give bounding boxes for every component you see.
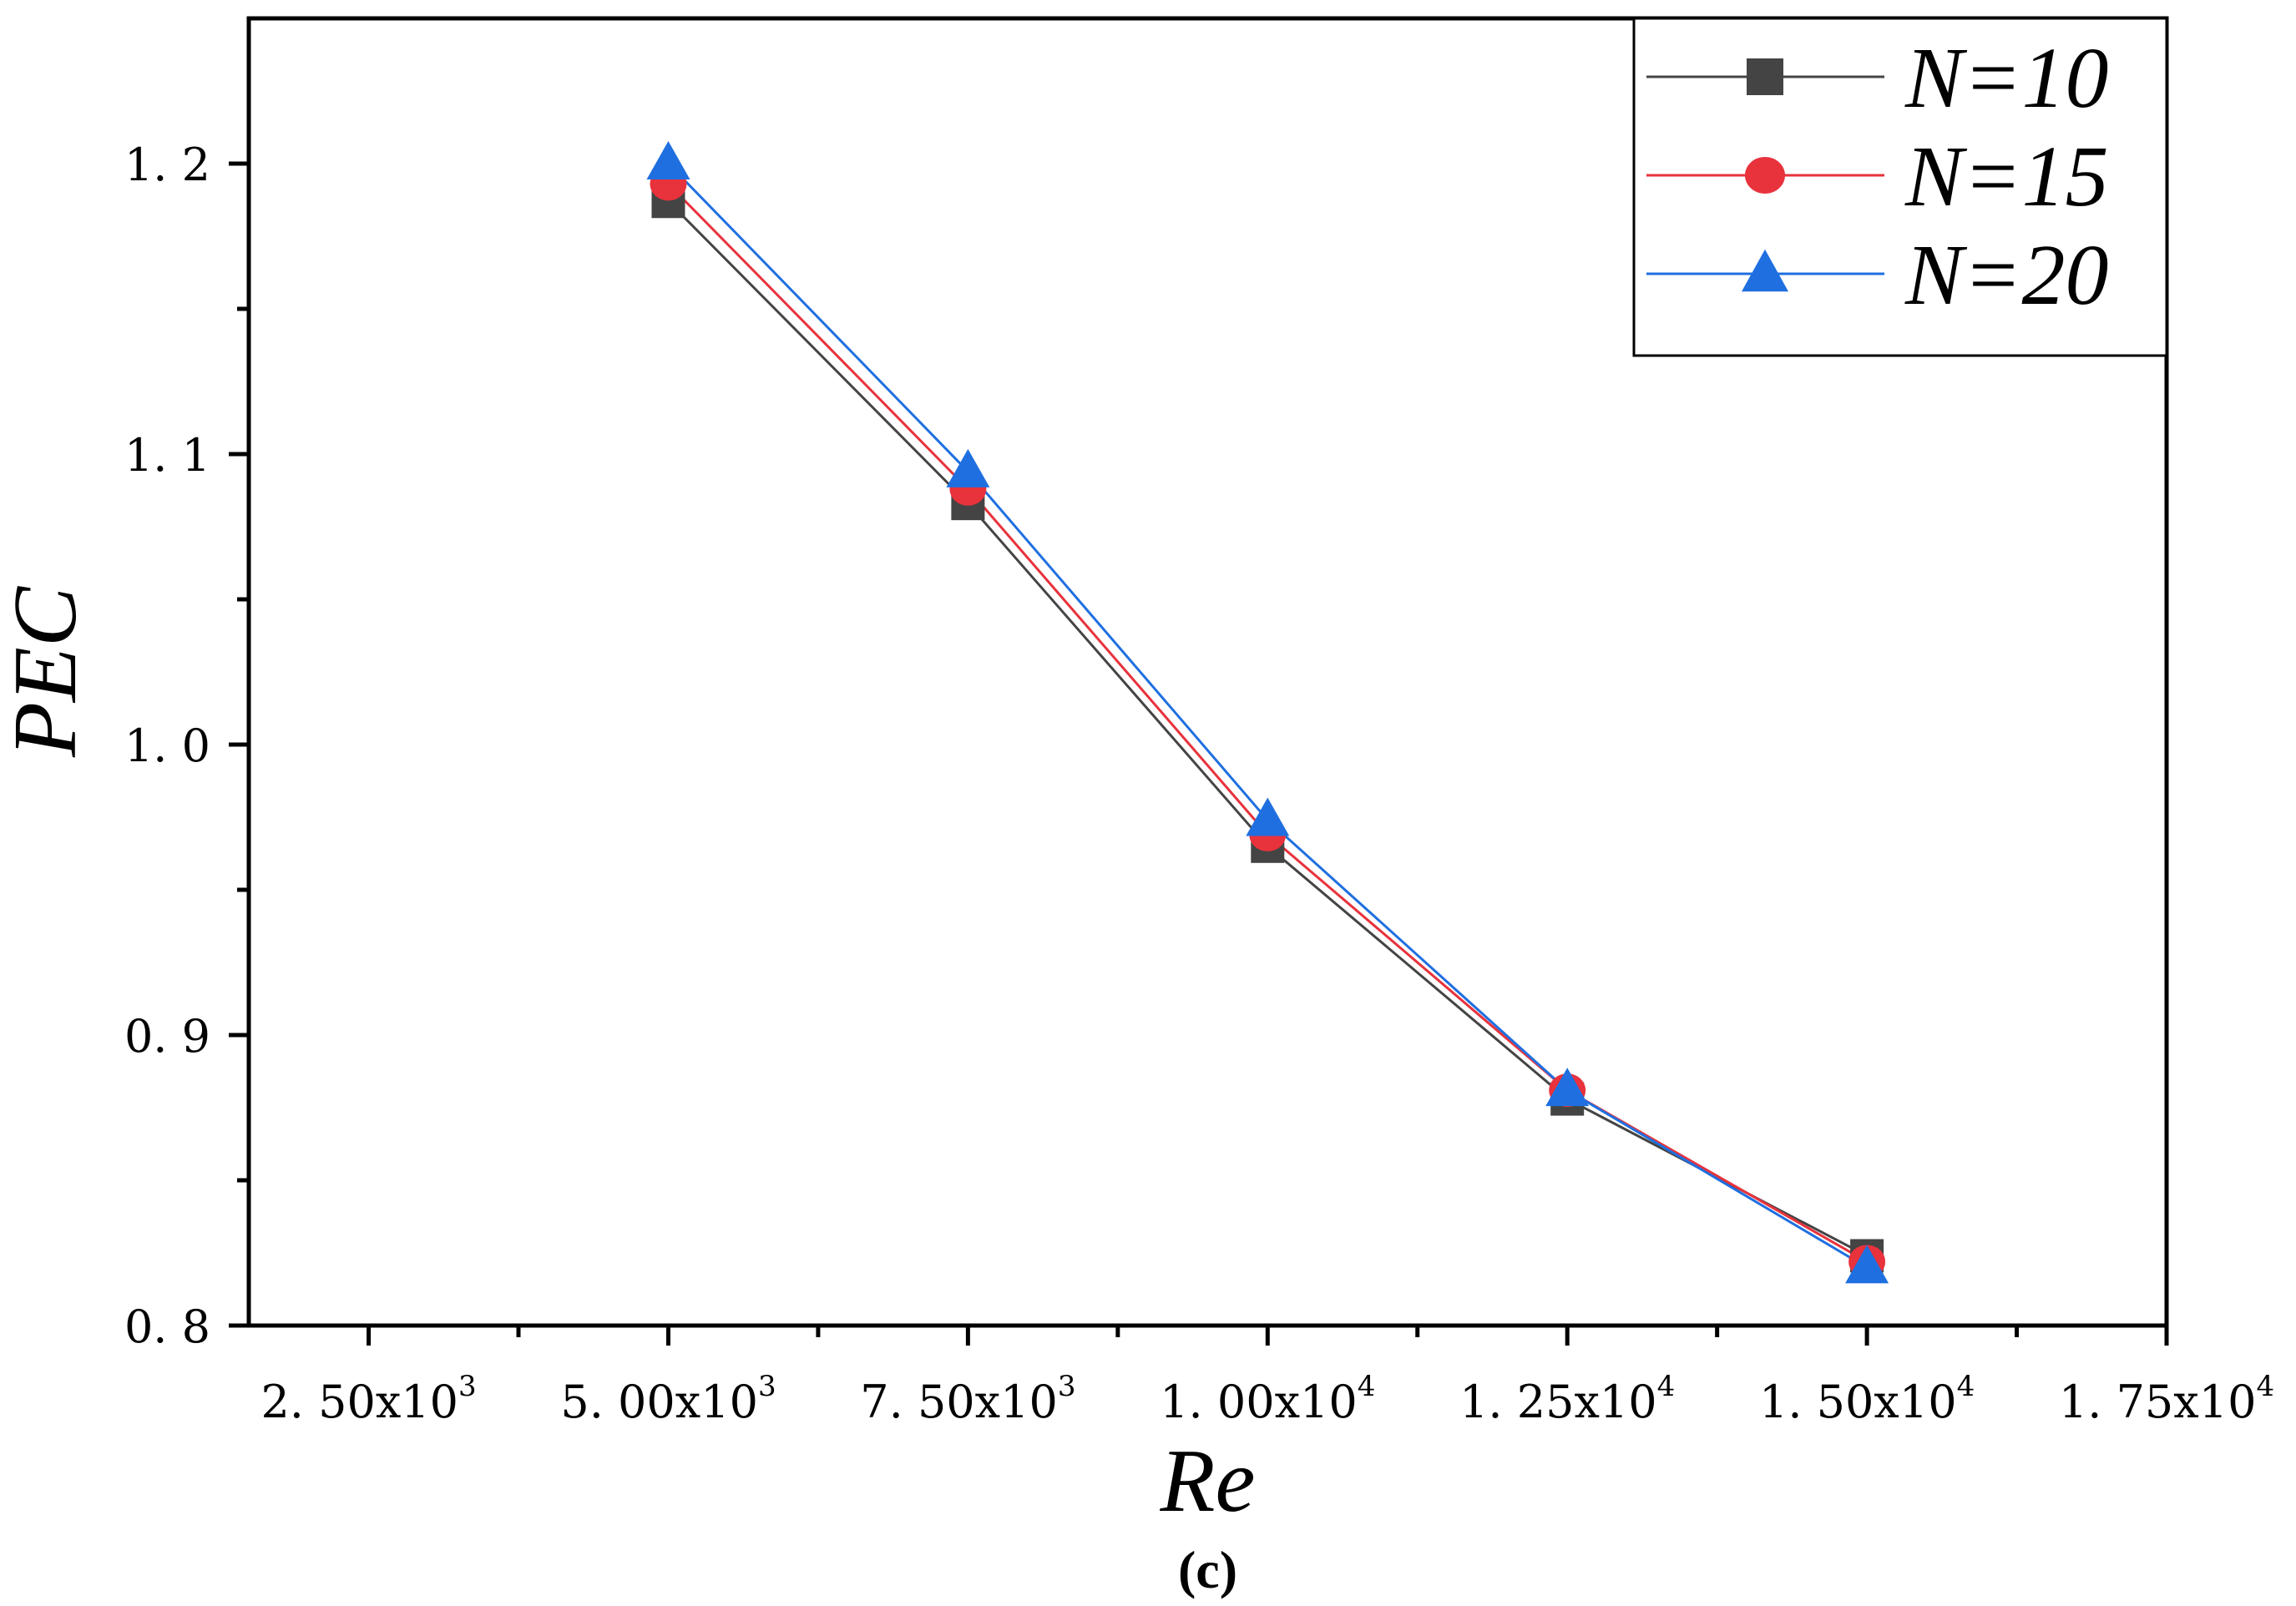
- x-tick-label: 1. 75x104: [2059, 1370, 2274, 1428]
- x-tick-exponent: 4: [1957, 1370, 1975, 1403]
- x-tick-exponent: 4: [1358, 1370, 1376, 1403]
- x-tick-label: 1. 50x104: [1759, 1370, 1975, 1428]
- x-tick-mantissa: 1. 00x10: [1160, 1376, 1358, 1428]
- y-axis-title: PEC: [0, 585, 95, 758]
- x-tick-label: 5. 00x103: [560, 1370, 776, 1428]
- x-tick-exponent: 4: [2256, 1370, 2274, 1403]
- series-line-N=10: [667, 200, 1868, 1257]
- y-tick-label: 1. 2: [124, 139, 210, 191]
- legend-label: N=15: [1904, 129, 2109, 225]
- x-axis-title: Re: [1160, 1432, 1256, 1531]
- figure-caption: (c): [1178, 1540, 1237, 1599]
- x-tick-mantissa: 2. 50x10: [260, 1376, 458, 1428]
- data-point-N=20: [1845, 1245, 1889, 1284]
- y-tick-label: 1. 0: [124, 720, 210, 772]
- plot-frame: [246, 16, 2169, 1328]
- data-point-N=20: [646, 141, 690, 179]
- x-tick-mantissa: 7. 50x10: [860, 1376, 1058, 1428]
- y-tick-label: 1. 1: [124, 429, 210, 482]
- y-tick-label: 0. 9: [124, 1010, 210, 1063]
- x-tick-label: 1. 00x104: [1160, 1370, 1375, 1428]
- data-point-N=20: [946, 448, 990, 487]
- x-tick-label: 7. 50x103: [860, 1370, 1075, 1428]
- legend-marker: [1747, 58, 1783, 95]
- legend-box: [1632, 17, 2168, 357]
- legend-marker: [1742, 249, 1788, 292]
- data-point-N=20: [1545, 1068, 1590, 1107]
- x-tick-mantissa: 1. 75x10: [2059, 1376, 2257, 1428]
- legend: N=10N=15N=20: [1632, 17, 2168, 357]
- y-tick-label: 0. 8: [124, 1300, 210, 1353]
- x-tick-exponent: 3: [1058, 1370, 1076, 1403]
- x-tick-exponent: 3: [458, 1370, 477, 1403]
- x-tick-label: 2. 50x103: [260, 1370, 476, 1428]
- x-tick-mantissa: 1. 50x10: [1759, 1376, 1957, 1428]
- x-tick-exponent: 3: [758, 1370, 776, 1403]
- legend-label: N=10: [1904, 30, 2109, 126]
- legend-label: N=20: [1904, 227, 2109, 323]
- data-point-N=20: [1246, 797, 1290, 836]
- x-tick-mantissa: 5. 00x10: [560, 1376, 758, 1428]
- x-tick-label: 1. 25x104: [1459, 1370, 1675, 1428]
- x-tick-mantissa: 1. 25x10: [1459, 1376, 1657, 1428]
- legend-marker: [1745, 157, 1785, 194]
- x-tick-exponent: 4: [1657, 1370, 1676, 1403]
